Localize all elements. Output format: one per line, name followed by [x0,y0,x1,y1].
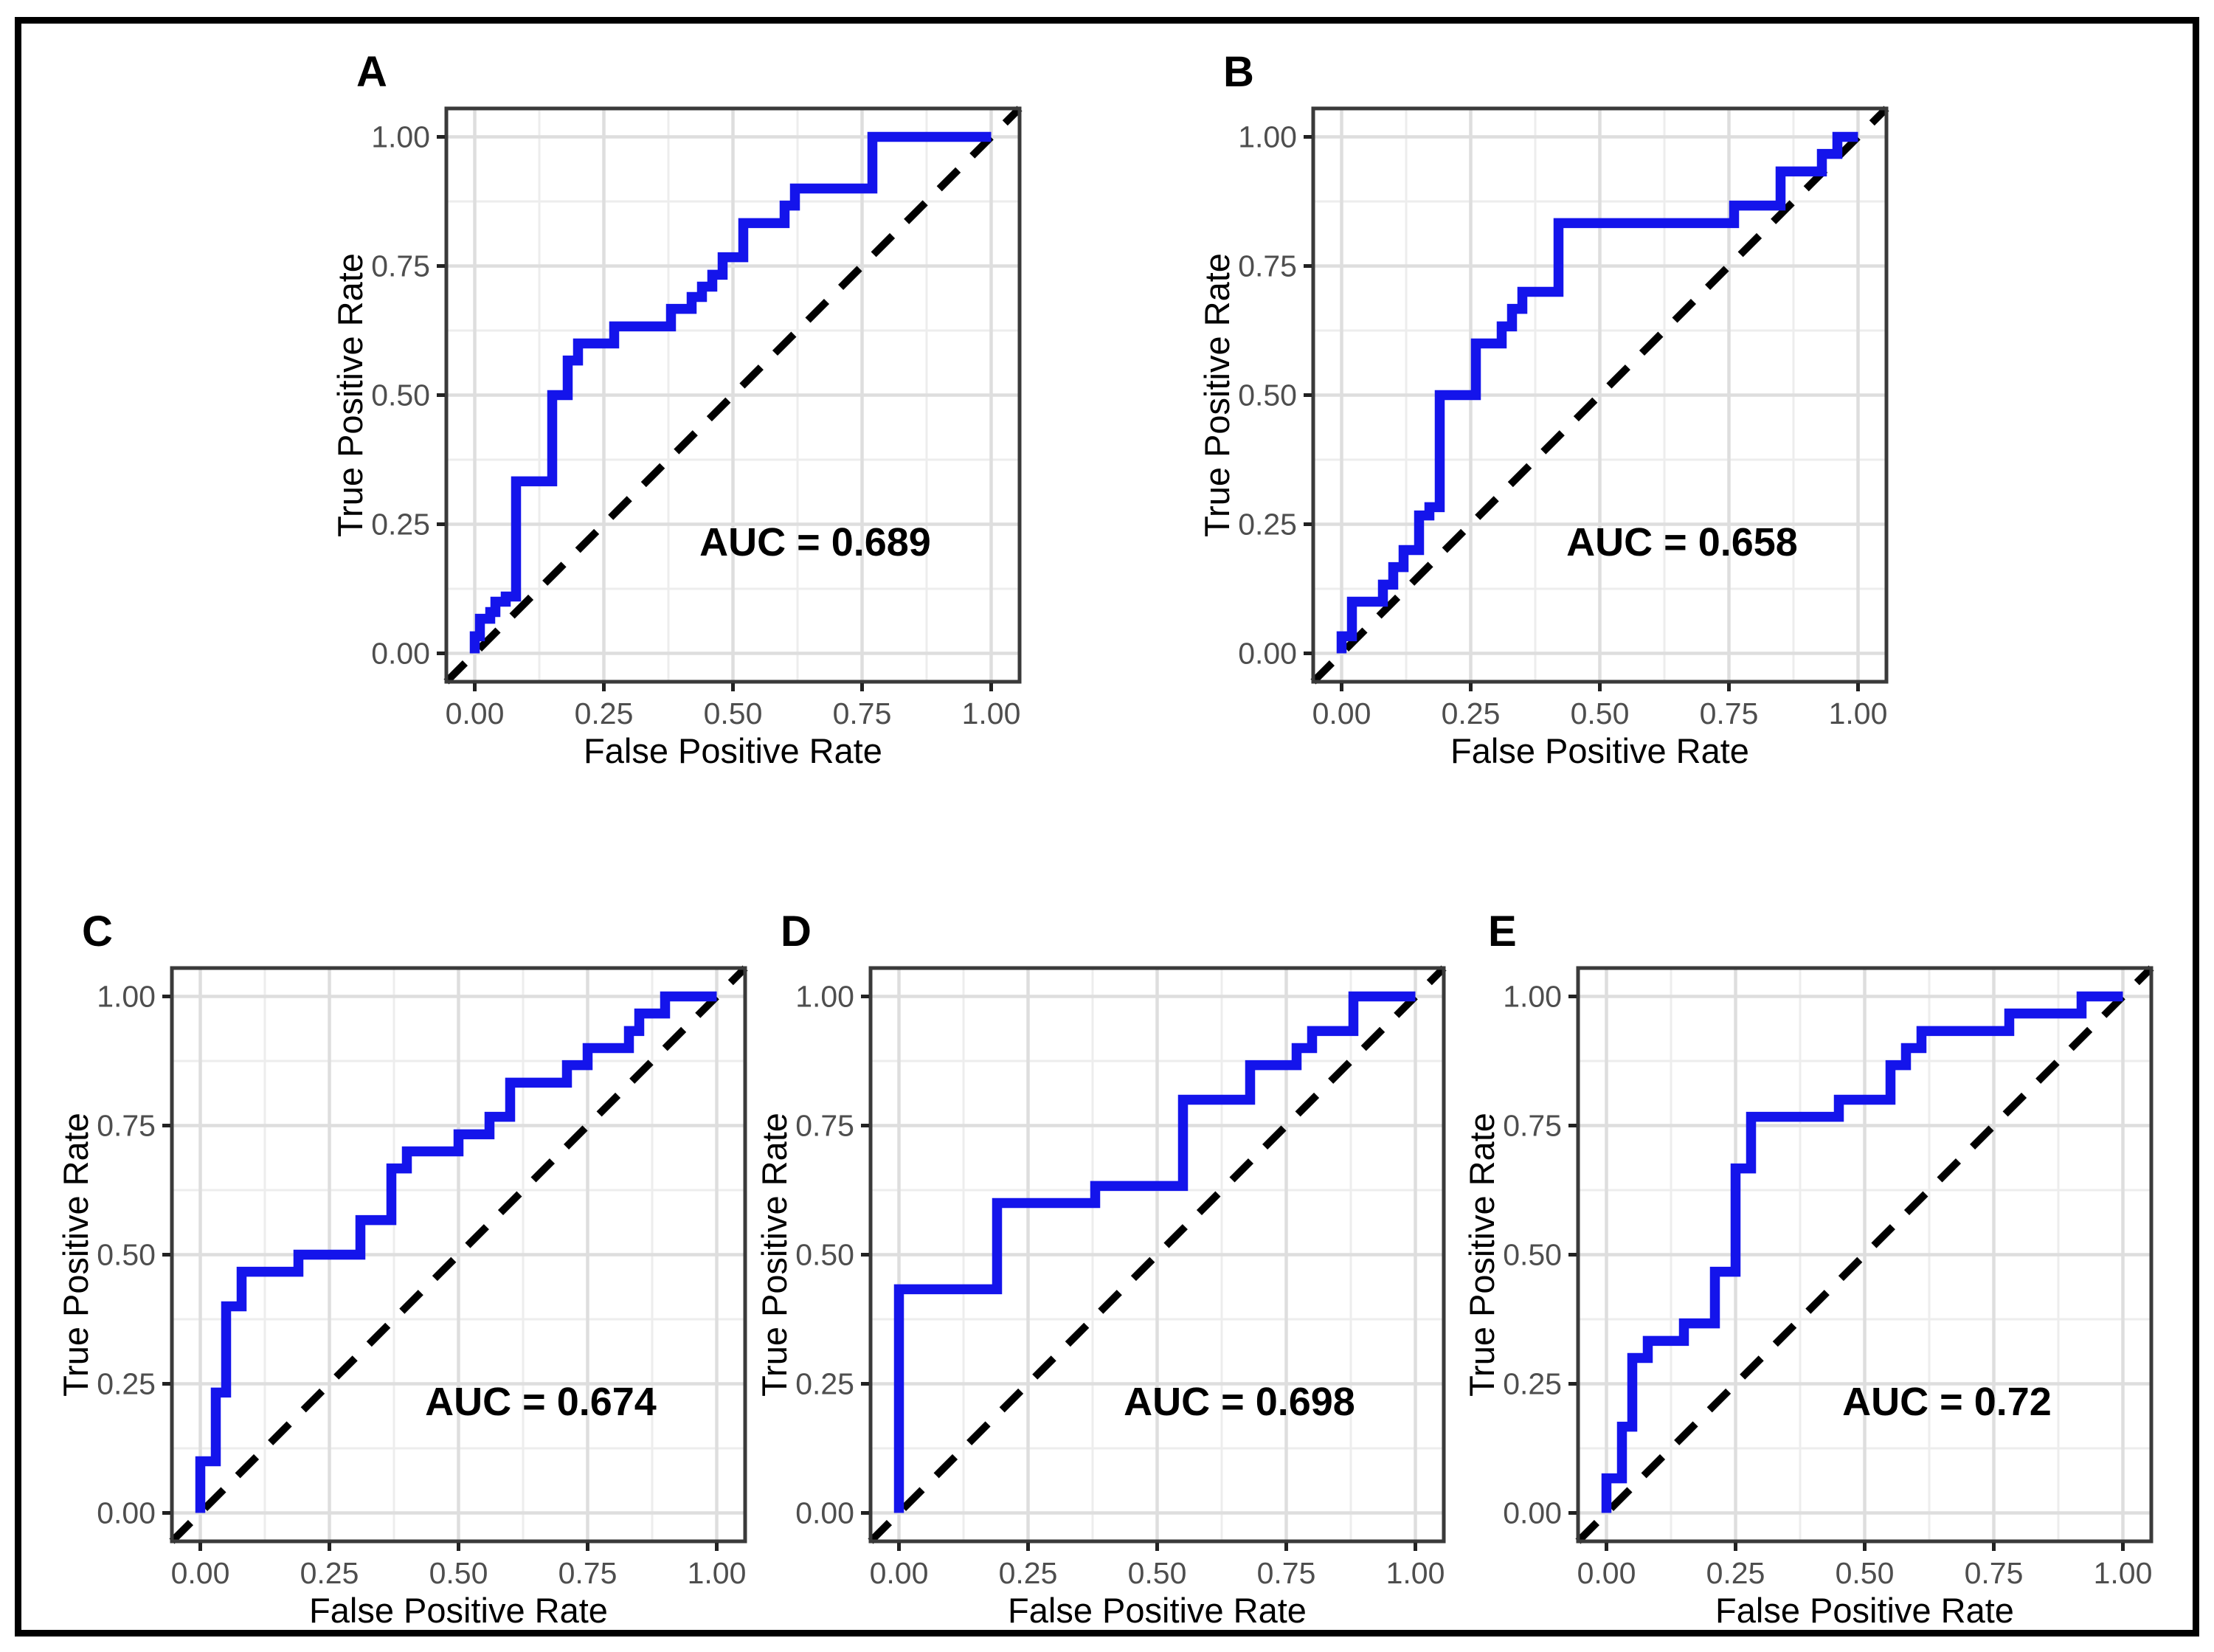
y-axis-tick-label: 0.00 [1238,637,1297,671]
y-axis-tick-label: 1.00 [1238,120,1297,154]
roc-chart-e: 0.00 0.00 0.25 0.25 0.50 0.50 0.75 0.75 1.00 1.00… [1467,908,2154,1623]
roc-curve-path [893,991,1416,1513]
y-axis-tick-label: 1.00 [795,980,854,1014]
x-axis-tick-label: 0.50 [1571,697,1630,730]
x-axis-tick-label: 0.50 [429,1556,488,1590]
y-axis-tick-label: 0.00 [1503,1496,1562,1530]
y-axis-title: True Positive Rate [336,253,370,537]
panel-border [1311,106,1889,684]
auc-annotation: AUC = 0.698 [1124,1380,1355,1424]
y-axis-tick-label: 0.25 [371,508,430,542]
roc-chart-c: 0.00 0.00 0.25 0.25 0.50 0.50 0.75 0.75 1.00 1.00… [61,908,748,1623]
auc-annotation: AUC = 0.658 [1566,520,1798,564]
roc-curve-path [195,991,717,1513]
chance-diagonal-line [1575,965,2154,1544]
auc-annotation: AUC = 0.674 [425,1380,657,1424]
figure-outer-border [15,17,2199,1637]
x-axis-title: False Positive Rate [1008,1591,1307,1623]
chance-diagonal-line [1310,106,1889,685]
x-axis-tick-label: 1.00 [2094,1556,2153,1590]
y-axis-tick-label: 1.00 [97,980,156,1014]
x-axis-tick-label: 0.25 [999,1556,1058,1590]
roc-panel-d: 0.00 0.00 0.25 0.25 0.50 0.50 0.75 0.75 1.00 1.00… [760,885,1498,1623]
roc-chart-a: 0.00 0.00 0.25 0.25 0.50 0.50 0.75 0.75 1.00 1.00… [336,48,1023,764]
y-axis-tick-label: 0.50 [97,1238,156,1272]
x-axis-tick-label: 0.50 [704,697,763,730]
chance-diagonal-line [169,965,748,1544]
x-axis-tick-label: 0.50 [1128,1556,1187,1590]
x-axis-title: False Positive Rate [1715,1591,2014,1623]
y-axis-title: True Positive Rate [1467,1113,1501,1397]
roc-curve-path [1336,131,1858,654]
y-axis-tick-label: 0.00 [97,1496,156,1530]
y-axis-tick-label: 1.00 [1503,980,1562,1014]
y-axis-tick-label: 0.25 [1238,508,1297,542]
x-axis-tick-label: 0.50 [1836,1556,1895,1590]
x-axis-tick-label: 0.00 [171,1556,230,1590]
panel-border [1576,966,2154,1544]
y-axis-tick-label: 0.50 [1238,379,1297,412]
roc-panel-b: 0.00 0.00 0.25 0.25 0.50 0.50 0.75 0.75 1.00 1.00… [1203,26,1940,764]
x-axis-tick-label: 0.25 [1442,697,1501,730]
x-axis-title: False Positive Rate [584,731,882,764]
panel-letter-label: D [781,908,812,955]
x-axis-tick-label: 0.75 [1257,1556,1316,1590]
y-axis-tick-label: 0.25 [97,1367,156,1401]
x-axis-tick-label: 0.00 [1577,1556,1636,1590]
x-axis-tick-label: 0.25 [1706,1556,1765,1590]
x-axis-tick-label: 0.75 [833,697,892,730]
x-axis-tick-label: 0.75 [1700,697,1759,730]
y-axis-tick-label: 0.50 [795,1238,854,1272]
y-axis-tick-label: 0.75 [371,249,430,283]
y-axis-tick-label: 0.00 [795,1496,854,1530]
x-axis-tick-label: 0.00 [1312,697,1371,730]
roc-curve-path [469,131,992,654]
roc-chart-b: 0.00 0.00 0.25 0.25 0.50 0.50 0.75 0.75 1.00 1.00… [1203,48,1889,764]
y-axis-tick-label: 0.75 [1503,1109,1562,1143]
auc-annotation: AUC = 0.689 [699,520,931,564]
panel-border [868,966,1446,1544]
x-axis-tick-label: 0.25 [575,697,634,730]
x-axis-tick-label: 0.75 [1965,1556,2024,1590]
y-axis-tick-label: 0.25 [1503,1367,1562,1401]
panel-border [444,106,1022,684]
x-axis-tick-label: 1.00 [962,697,1021,730]
panel-letter-label: B [1223,48,1254,96]
x-axis-tick-label: 0.25 [300,1556,359,1590]
x-axis-tick-label: 0.00 [870,1556,929,1590]
auc-annotation: AUC = 0.72 [1842,1380,2052,1424]
x-axis-tick-label: 0.75 [558,1556,618,1590]
y-axis-tick-label: 0.75 [1238,249,1297,283]
y-axis-tick-label: 0.50 [371,379,430,412]
roc-panel-e: 0.00 0.00 0.25 0.25 0.50 0.50 0.75 0.75 1.00 1.00… [1467,885,2205,1623]
x-axis-tick-label: 0.00 [446,697,505,730]
x-axis-tick-label: 1.00 [688,1556,747,1590]
x-axis-title: False Positive Rate [309,1591,608,1623]
x-axis-tick-label: 1.00 [1829,697,1888,730]
panel-letter-label: E [1488,908,1517,955]
panel-letter-label: A [356,48,387,96]
roc-panel-c: 0.00 0.00 0.25 0.25 0.50 0.50 0.75 0.75 1.00 1.00… [61,885,799,1623]
y-axis-tick-label: 0.00 [371,637,430,671]
y-axis-title: True Positive Rate [1203,253,1236,537]
chance-diagonal-line [868,965,1447,1544]
y-axis-title: True Positive Rate [61,1113,95,1397]
roc-panel-a: 0.00 0.00 0.25 0.25 0.50 0.50 0.75 0.75 1.00 1.00… [336,26,1073,764]
y-axis-tick-label: 1.00 [371,120,430,154]
y-axis-tick-label: 0.75 [97,1109,156,1143]
roc-curve-path [1601,991,2123,1513]
x-axis-title: False Positive Rate [1450,731,1749,764]
x-axis-tick-label: 1.00 [1386,1556,1445,1590]
roc-chart-d: 0.00 0.00 0.25 0.25 0.50 0.50 0.75 0.75 1.00 1.00… [760,908,1447,1623]
y-axis-tick-label: 0.75 [795,1109,854,1143]
y-axis-tick-label: 0.50 [1503,1238,1562,1272]
y-axis-title: True Positive Rate [760,1113,794,1397]
chance-diagonal-line [443,106,1023,685]
y-axis-tick-label: 0.25 [795,1367,854,1401]
panel-border [170,966,747,1544]
panel-letter-label: C [82,908,113,955]
